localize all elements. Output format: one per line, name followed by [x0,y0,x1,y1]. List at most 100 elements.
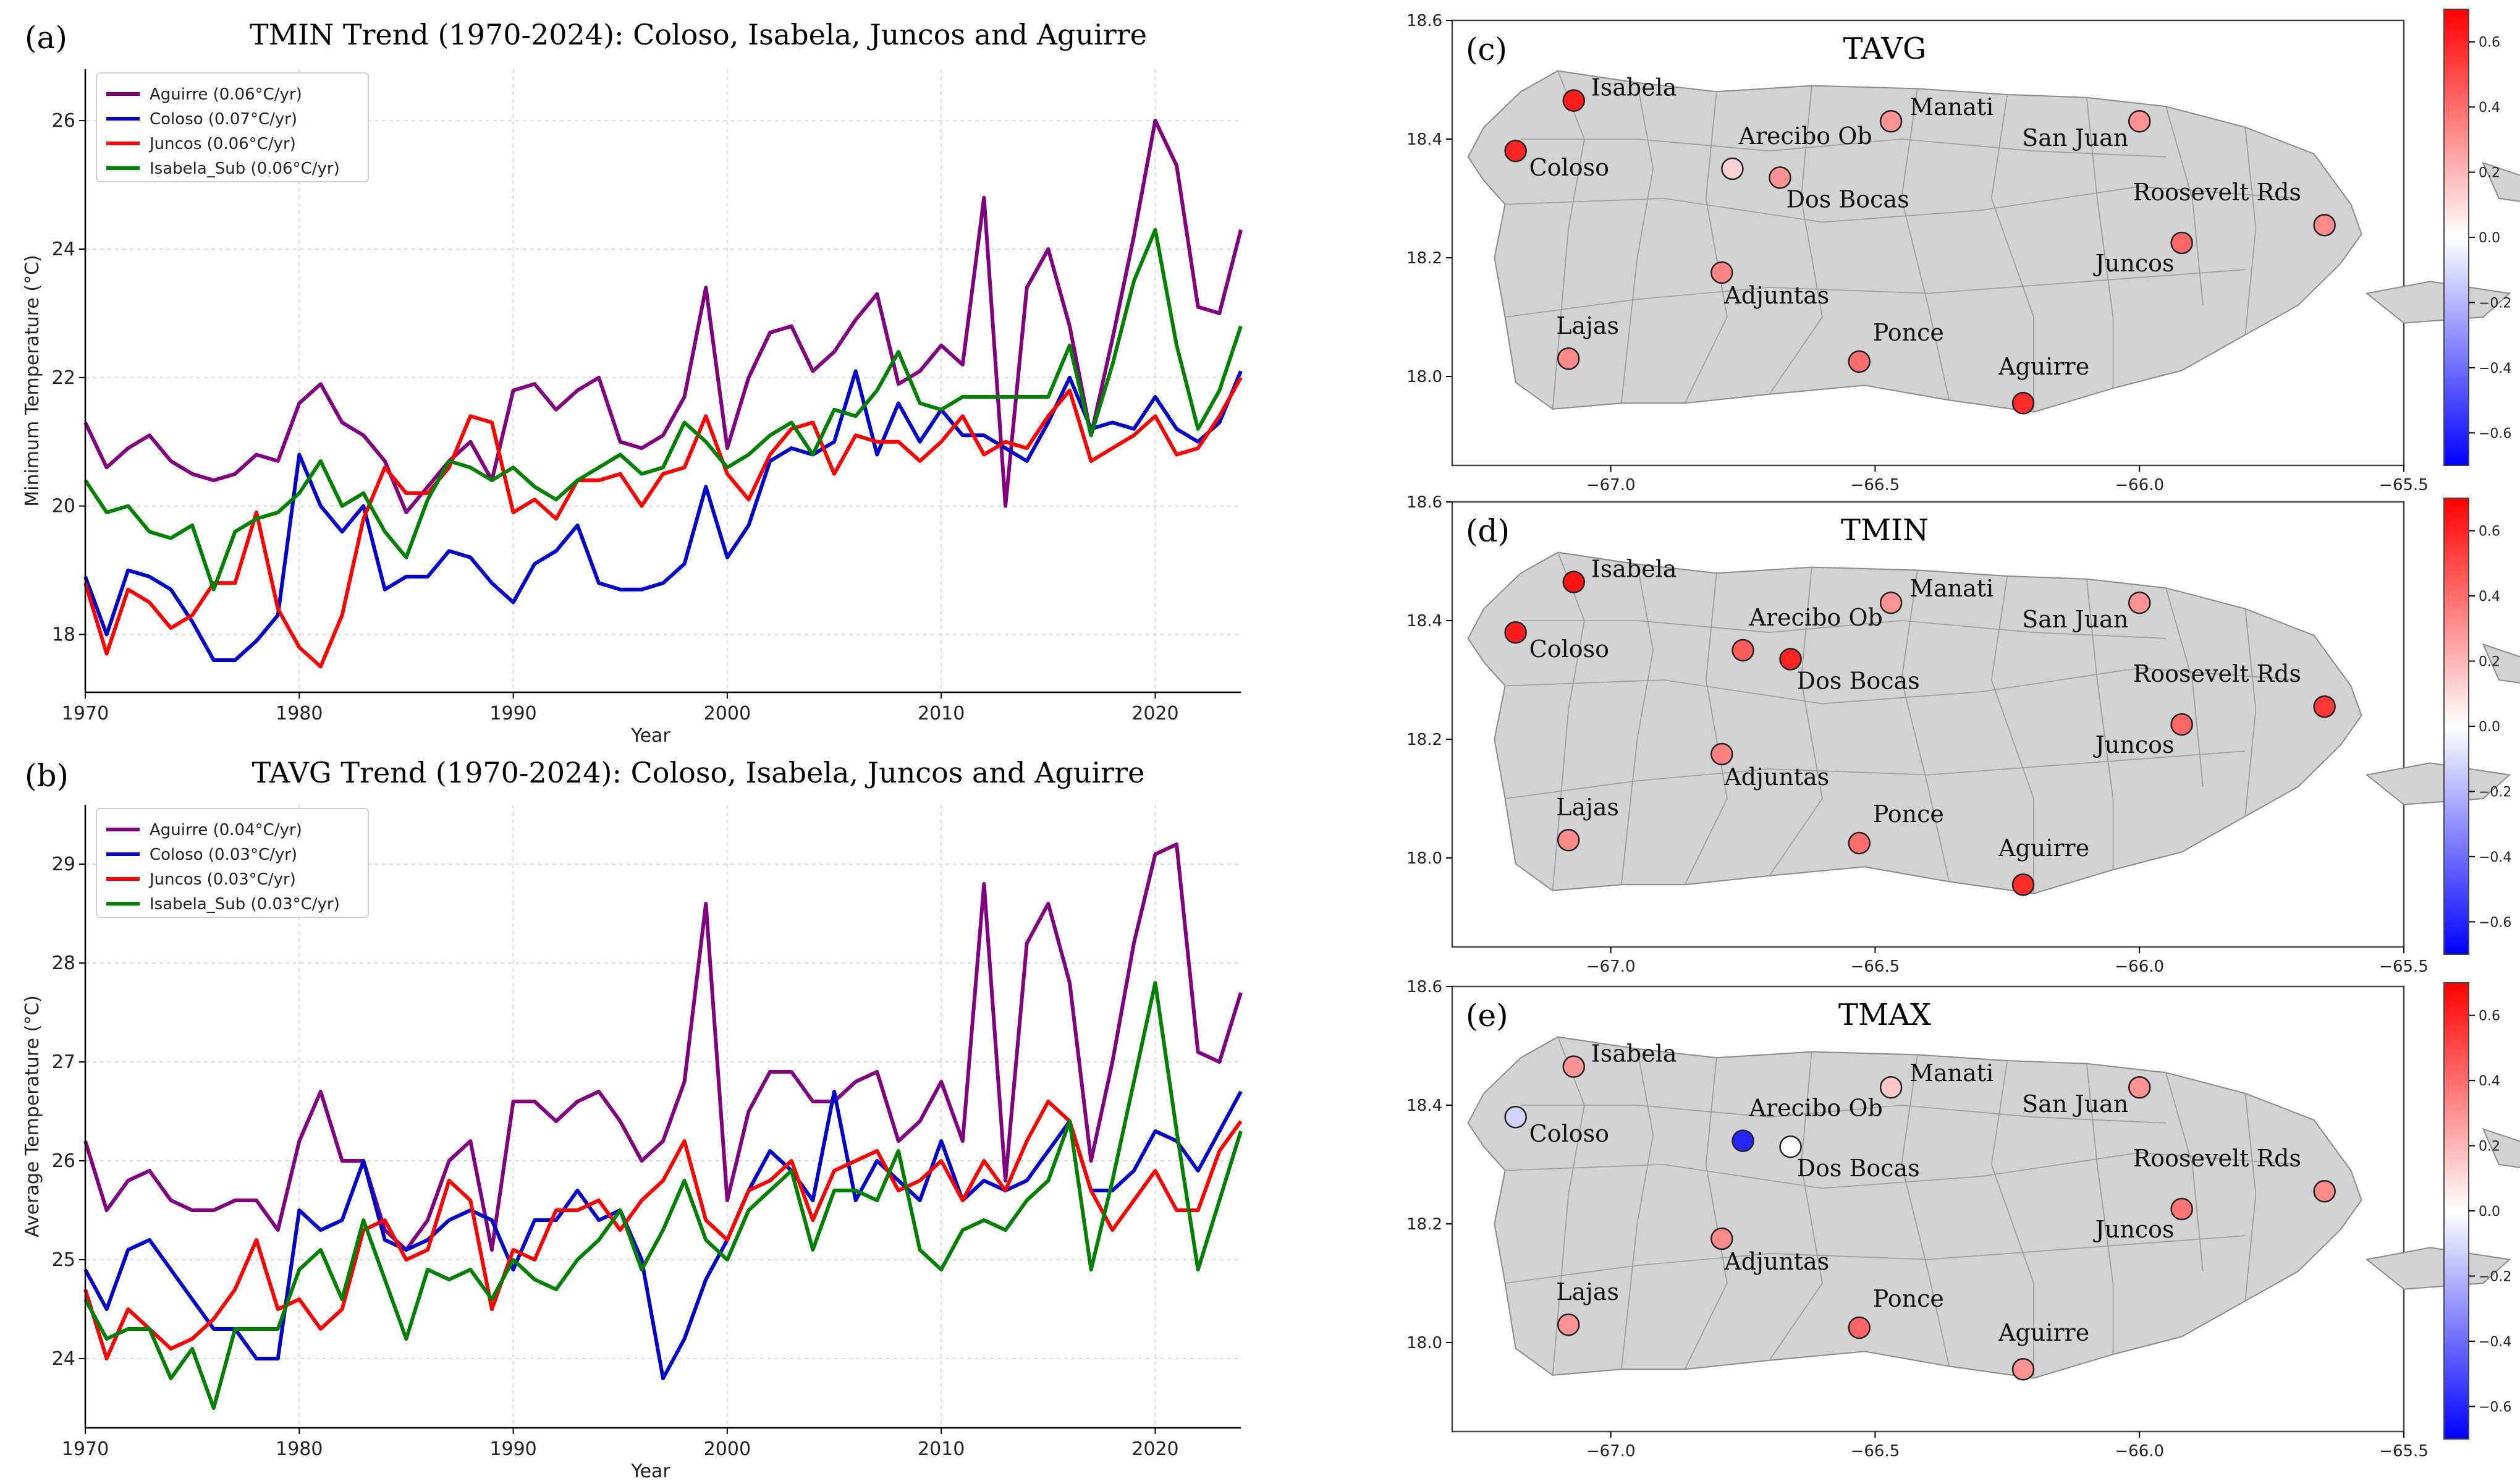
colorbar-tick-label: −0.4 [2479,1335,2511,1350]
colorbar-tick-label: 0.4 [2479,1074,2500,1089]
chart-title: TAVG Trend (1970-2024): Coloso, Isabela,… [252,756,1145,789]
station-marker [2170,713,2193,736]
x-tick-label: 2010 [918,1438,965,1460]
x-tick-label: 1990 [489,703,536,724]
islet-shape [2365,762,2511,805]
colorbar-tick-label: −0.2 [2479,295,2511,311]
y-tick-label: 27 [52,1051,75,1073]
municipal-boundary [1505,269,2246,318]
municipal-boundary [1769,567,1823,876]
station-label: Coloso [1529,1120,1609,1147]
station-label: Ponce [1873,319,1944,346]
x-tick-label: −65.5 [2379,476,2429,494]
municipal-boundary [2086,579,2114,870]
x-tick-label: −66.0 [2115,476,2164,494]
series-line-2 [83,1100,1243,1360]
x-tick-label: −65.5 [2379,1442,2429,1461]
colorbar-tick-label: 0.2 [2479,655,2500,670]
x-tick-label: −65.5 [2379,957,2429,976]
legend: Aguirre (0.06°C/yr) Coloso (0.07°C/yr) Jun… [96,72,369,182]
colorbar-tick-label: 0.0 [2479,1204,2500,1220]
municipal-boundary [1505,1235,2246,1284]
y-tick-label: 24 [52,239,75,260]
islet-shape [2365,281,2511,324]
y-tick-label: 24 [52,1348,75,1370]
colorbar-tick-label: 0.4 [2479,589,2500,605]
island-shape [1467,1036,2362,1379]
station-marker [2313,213,2336,237]
colorbar [2443,498,2469,955]
y-tick-label: 18.2 [1406,249,1442,268]
station-marker [1557,347,1580,370]
legend-label: Coloso (0.07°C/yr) [150,110,297,129]
station-marker [2170,1197,2193,1221]
colorbar-tick-label: −0.6 [2479,1399,2511,1415]
x-tick-label: 1970 [62,1438,109,1460]
municipal-boundary [1505,1152,2298,1189]
chart-title: TMIN Trend (1970-2024): Coloso, Isabela,… [250,18,1147,51]
islet-shape [2482,161,2520,202]
station-label: Juncos [2093,250,2175,277]
station-label: Arecibo Ob [1749,1095,1883,1122]
station-marker [1504,1105,1527,1129]
municipal-boundary [2165,587,2204,787]
station-label: Lajas [1556,1278,1619,1305]
x-tick-label: 1980 [276,703,323,724]
x-tick-label: 2010 [918,703,965,724]
x-tick-label: 2000 [704,703,751,724]
y-tick-label: 18.0 [1406,368,1442,386]
line-chart-1: 1970 1980 1990 2000 2010 2020 24 25 26 27 28 29 Year… [22,756,1243,1481]
y-tick-label: 25 [52,1249,75,1271]
station-marker [2313,695,2336,718]
municipal-boundary [1990,94,2034,412]
station-marker [1504,139,1527,163]
y-tick-label: 18.2 [1406,1215,1442,1234]
station-marker [1562,89,1586,112]
series-line-3 [83,981,1243,1410]
station-label: Adjuntas [1723,1248,1829,1275]
series-line-1 [83,1090,1243,1380]
panel-label: (e) [1466,998,1508,1033]
station-marker [1848,1316,1871,1339]
station-marker [1731,1129,1754,1152]
station-marker [1710,261,1733,284]
island-shape [1467,551,2362,894]
y-tick-label: 22 [52,367,75,389]
station-label: San Juan [2022,124,2128,151]
colorbar-tick-label: 0.2 [2479,1139,2500,1155]
station-marker [1779,1135,1802,1158]
station-marker [1879,109,1903,133]
municipal-boundary [1990,1060,2034,1378]
colorbar-tick-label: −0.4 [2479,361,2511,376]
station-marker [1710,1227,1733,1250]
station-marker [1848,350,1871,373]
station-label: San Juan [2022,606,2128,633]
colorbar-tick-label: −0.4 [2479,850,2511,865]
series-line-3 [83,227,1243,592]
y-axis-label: Average Temperature (°C) [22,995,43,1237]
line-chart-0: 1970 1980 1990 2000 2010 2020 18 20 22 24 26 Year Mi… [22,18,1243,747]
legend-box [96,808,369,918]
x-tick-label: 1980 [276,1438,323,1460]
legend-box [96,72,369,182]
series-line-2 [83,376,1243,669]
station-label: Dos Bocas [1797,1155,1920,1182]
colorbar-tick-label: −0.6 [2479,426,2511,441]
station-label: Aguirre [1998,834,2089,862]
municipal-boundary [1505,750,2246,799]
municipal-boundary [2244,608,2257,817]
panel-label: (d) [1466,513,1510,549]
x-axis-label: Year [630,1461,670,1481]
station-marker [1557,828,1580,852]
station-label: Isabela [1591,1040,1677,1067]
y-axis-label: Minimum Temperature (°C) [22,255,43,507]
station-label: Juncos [2093,1216,2175,1243]
map-title: TAVG [1843,32,1927,66]
panel-label: (a) [25,20,67,56]
map-panel-1: −67.0 −66.5 −66.0 −65.5 18.0 18.2 18.4 18.6 Isab… [1406,493,2520,976]
station-label: Lajas [1556,312,1619,339]
station-label: Ponce [1873,800,1944,828]
municipal-boundary [2086,1063,2114,1355]
x-tick-label: −66.5 [1851,957,1900,976]
